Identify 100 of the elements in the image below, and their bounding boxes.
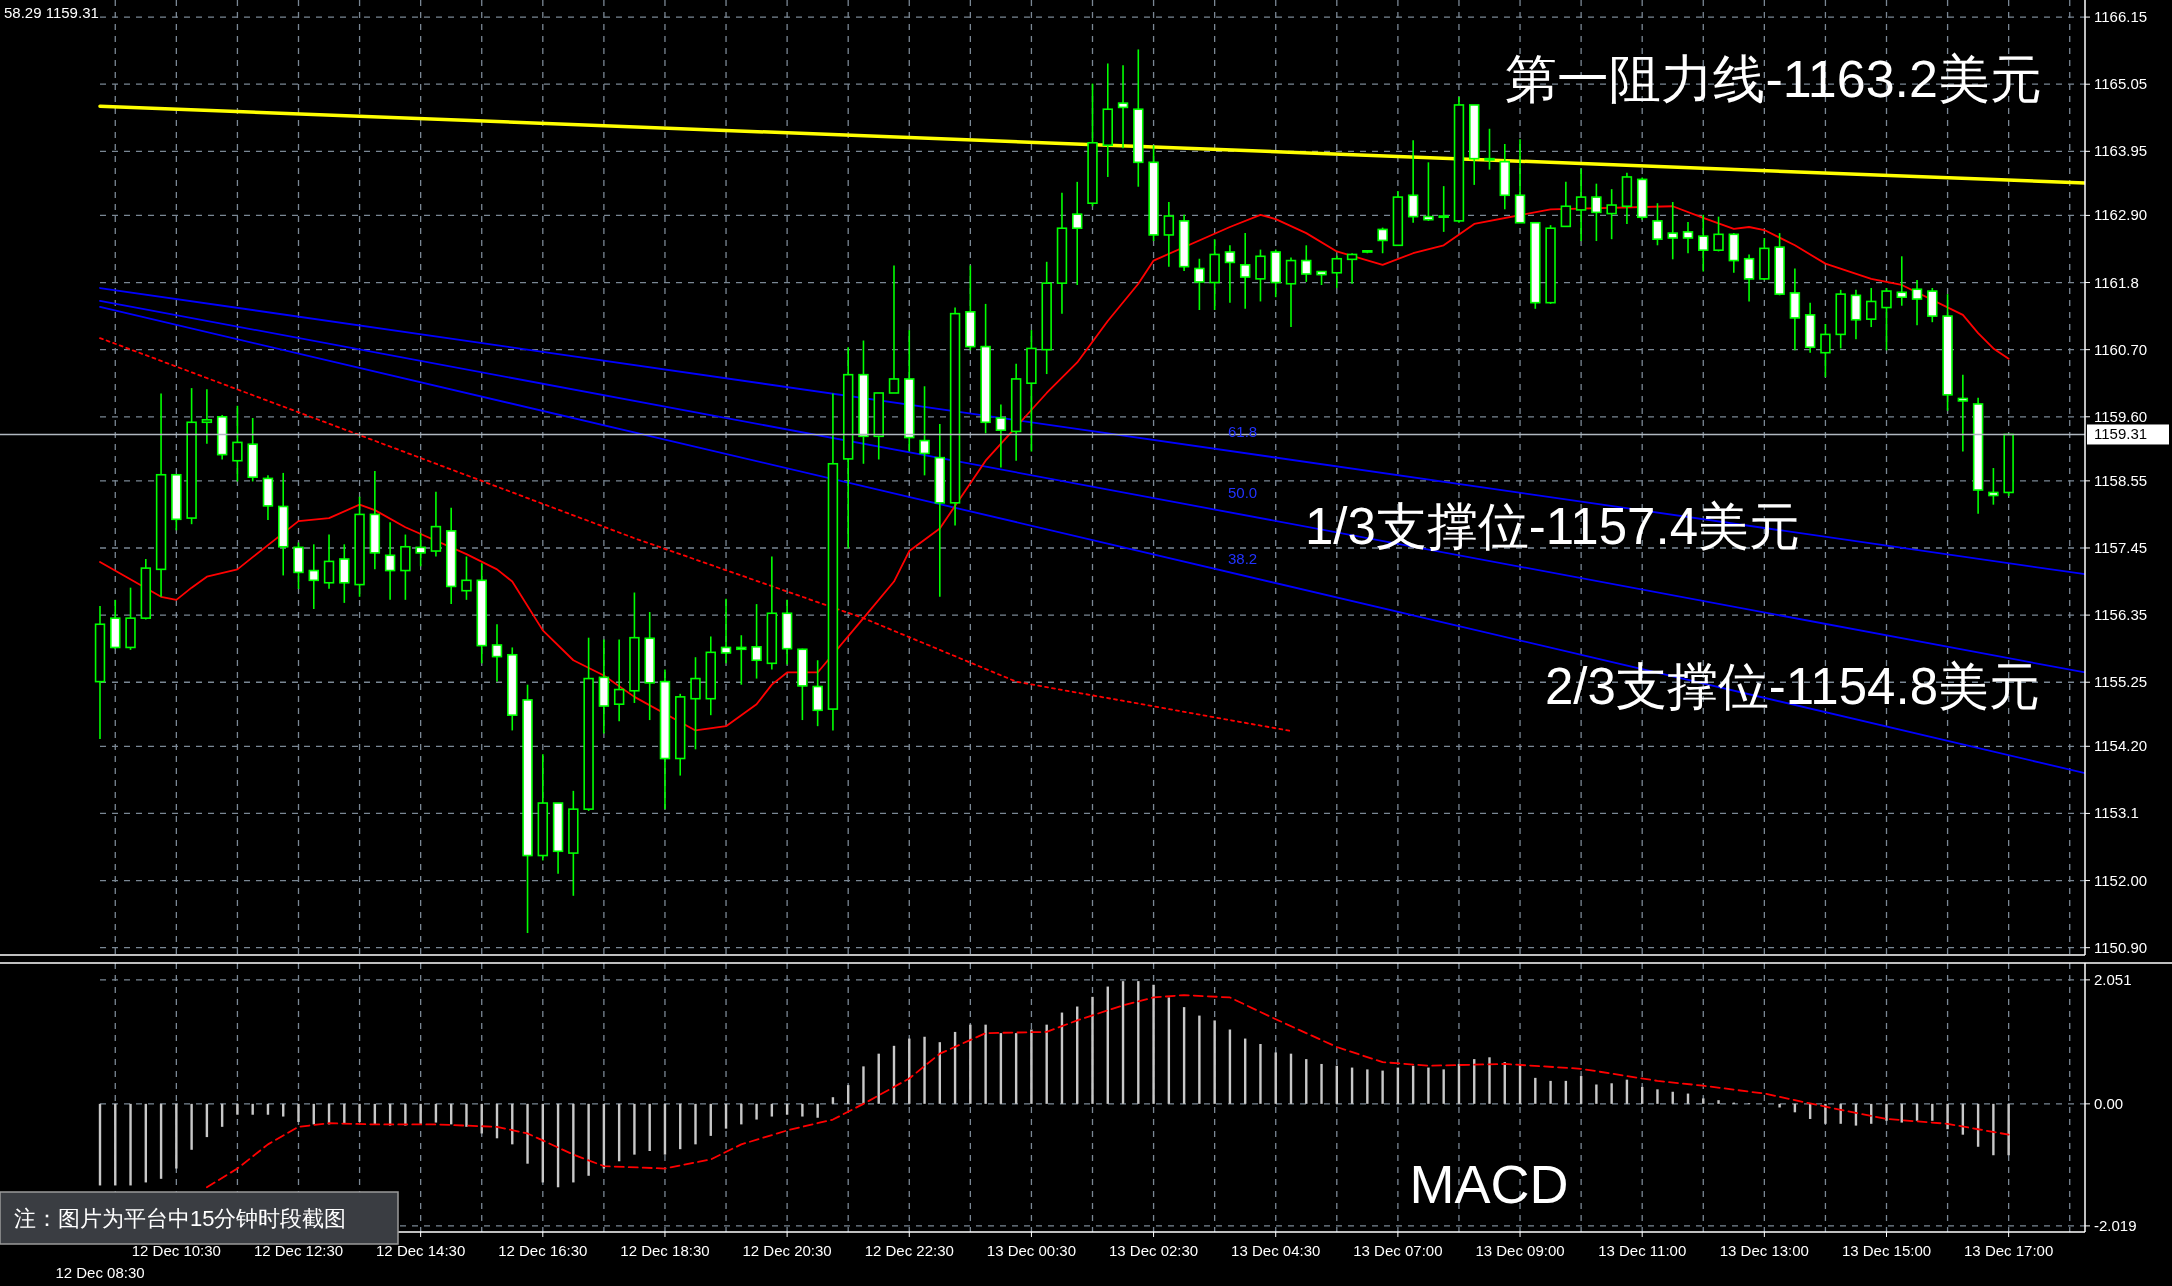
bar bbox=[1198, 1015, 1201, 1104]
bar bbox=[740, 1103, 743, 1125]
bar bbox=[1717, 1100, 1720, 1104]
ref-line-label: 1159.31 bbox=[2094, 425, 2148, 443]
bar bbox=[1702, 1098, 1705, 1104]
bar bbox=[404, 1103, 407, 1126]
x-tick-label: 12 Dec 16:30 bbox=[498, 1242, 588, 1259]
bar bbox=[1946, 1103, 1949, 1130]
y-tick-label: 1154.20 bbox=[2094, 737, 2148, 755]
candlestick bbox=[308, 543, 319, 610]
bar bbox=[236, 1103, 239, 1115]
bar bbox=[1259, 1044, 1262, 1104]
candlestick bbox=[232, 405, 243, 483]
bar bbox=[358, 1103, 361, 1122]
y-tick-label: 1166.15 bbox=[2094, 8, 2148, 26]
x-tick-label: 13 Dec 17:00 bbox=[1964, 1242, 2054, 1259]
candlestick bbox=[1957, 373, 1969, 453]
candlestick bbox=[1255, 248, 1266, 303]
bar bbox=[190, 1103, 193, 1150]
candlestick bbox=[1194, 257, 1205, 311]
candlestick bbox=[1911, 279, 1923, 327]
bar bbox=[465, 1103, 468, 1127]
candlestick bbox=[415, 532, 426, 568]
candlestick bbox=[1423, 161, 1434, 222]
bar bbox=[1091, 996, 1094, 1104]
candlestick bbox=[1438, 185, 1449, 233]
bar bbox=[251, 1103, 254, 1115]
candlestick bbox=[1163, 201, 1175, 268]
bar bbox=[969, 1024, 972, 1104]
x-tick-label: 12 Dec 22:30 bbox=[864, 1242, 954, 1259]
bar bbox=[694, 1103, 697, 1145]
candlestick bbox=[201, 388, 213, 445]
bar bbox=[1610, 1083, 1613, 1104]
candlestick bbox=[751, 603, 762, 680]
bar bbox=[419, 1103, 422, 1124]
y-tick-label: 1160.70 bbox=[2094, 340, 2148, 358]
candlestick bbox=[1285, 256, 1297, 328]
annotation: 50.0 bbox=[1228, 484, 1258, 501]
candlestick bbox=[1988, 467, 1999, 506]
y-tick-label: 1153.1 bbox=[2094, 804, 2139, 822]
bar bbox=[129, 1103, 132, 1186]
candlestick bbox=[1484, 127, 1495, 171]
candlestick bbox=[1239, 232, 1251, 310]
candlestick bbox=[1560, 181, 1572, 228]
y-tick-label: 1155.25 bbox=[2094, 673, 2148, 691]
candlestick bbox=[812, 659, 823, 727]
bar bbox=[1488, 1057, 1491, 1104]
x-tick-label: 13 Dec 09:00 bbox=[1475, 1242, 1565, 1259]
bar bbox=[816, 1103, 819, 1118]
candlestick bbox=[720, 597, 732, 665]
x-tick-label: 13 Dec 04:30 bbox=[1231, 1242, 1321, 1259]
bar bbox=[1534, 1077, 1537, 1104]
candlestick bbox=[384, 521, 396, 601]
y-tick-label: 1163.95 bbox=[2094, 142, 2148, 160]
candlestick bbox=[1377, 226, 1388, 255]
x-tick-label: 12 Dec 18:30 bbox=[620, 1242, 710, 1259]
y-tick-label: 1159.60 bbox=[2094, 407, 2148, 425]
x-tick-label: 13 Dec 15:00 bbox=[1841, 1242, 1932, 1259]
candlestick bbox=[1331, 254, 1343, 289]
y-tick-label: 1162.90 bbox=[2094, 206, 2148, 224]
candlestick bbox=[919, 385, 930, 477]
candlestick bbox=[690, 656, 701, 751]
candlestick bbox=[323, 533, 335, 590]
y-tick-label: 0.00 bbox=[2094, 1094, 2124, 1112]
bar bbox=[526, 1103, 529, 1164]
candlestick bbox=[1591, 182, 1602, 242]
candlestick bbox=[995, 403, 1007, 469]
y-tick-label: 1156.35 bbox=[2094, 606, 2148, 624]
bar bbox=[648, 1103, 651, 1151]
candlestick bbox=[736, 634, 747, 686]
bar bbox=[1320, 1063, 1323, 1104]
bar bbox=[1137, 981, 1140, 1104]
candlestick bbox=[1072, 181, 1083, 286]
x-tick-label: 12 Dec 08:30 bbox=[55, 1264, 145, 1281]
bar bbox=[984, 1024, 987, 1104]
annotation: 第一阻力线-1163.2美元 bbox=[1505, 50, 2042, 108]
candlestick bbox=[461, 555, 472, 601]
x-tick-label: 13 Dec 00:30 bbox=[986, 1242, 1077, 1259]
x-tick-label: 13 Dec 07:00 bbox=[1353, 1242, 1443, 1259]
candlestick bbox=[1346, 252, 1358, 285]
bar bbox=[1442, 1069, 1445, 1104]
x-tick-label: 12 Dec 10:30 bbox=[131, 1242, 221, 1259]
candlestick bbox=[400, 533, 411, 601]
bar bbox=[1030, 1029, 1033, 1104]
bar bbox=[2007, 1103, 2010, 1156]
candlestick bbox=[1896, 255, 1907, 307]
y-tick-label: 1165.05 bbox=[2094, 75, 2148, 93]
candlestick bbox=[1224, 244, 1236, 304]
candlestick bbox=[1881, 287, 1892, 352]
candlestick bbox=[1682, 221, 1694, 255]
bar bbox=[633, 1103, 636, 1155]
bar bbox=[1381, 1070, 1384, 1104]
bar bbox=[755, 1103, 758, 1120]
candlestick bbox=[1820, 323, 1831, 378]
bar bbox=[1992, 1103, 1995, 1156]
candlestick bbox=[613, 638, 625, 723]
candlestick bbox=[1866, 287, 1877, 328]
candlestick bbox=[1575, 167, 1587, 242]
bar bbox=[1045, 1024, 1048, 1104]
bar bbox=[343, 1103, 346, 1124]
